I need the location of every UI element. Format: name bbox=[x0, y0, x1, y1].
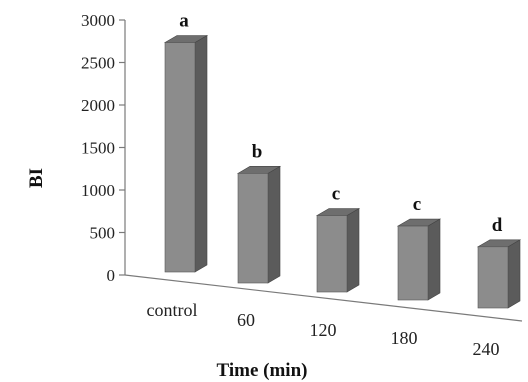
bar bbox=[236, 165, 282, 284]
significance-letter: c bbox=[332, 184, 340, 205]
category-label: control bbox=[147, 300, 198, 320]
x-axis-line bbox=[124, 274, 523, 322]
bar-front bbox=[237, 173, 269, 284]
bar-front bbox=[397, 225, 429, 301]
bars bbox=[163, 34, 522, 309]
bar-side bbox=[194, 34, 208, 273]
y-axis-title: BI bbox=[26, 168, 47, 188]
significance-letter: c bbox=[413, 194, 421, 215]
category-label: 180 bbox=[391, 328, 418, 348]
bar-front bbox=[477, 246, 509, 309]
bar-side bbox=[346, 207, 360, 293]
bar-front bbox=[316, 215, 348, 293]
significance-letter: d bbox=[492, 215, 503, 236]
bar bbox=[163, 34, 209, 273]
category-labels: control 60 120 180 240 bbox=[147, 300, 500, 359]
y-tick-labels: 0 500 1000 1500 2000 2500 3000 bbox=[81, 11, 125, 285]
y-tick-label: 1000 bbox=[81, 181, 115, 200]
y-tick-label: 2500 bbox=[81, 54, 115, 73]
significance-letter: b bbox=[252, 141, 263, 162]
y-tick-label: 0 bbox=[107, 266, 116, 285]
significance-labels: a b c c d bbox=[179, 11, 502, 236]
y-tick-label: 2000 bbox=[81, 96, 115, 115]
x-axis-title: Time (min) bbox=[217, 360, 308, 381]
bar-front bbox=[164, 42, 196, 273]
bar bbox=[396, 218, 442, 301]
significance-letter: a bbox=[179, 11, 189, 32]
y-tick-label: 3000 bbox=[81, 11, 115, 30]
bar bbox=[476, 239, 522, 309]
category-label: 120 bbox=[310, 320, 337, 340]
y-tick-label: 500 bbox=[90, 224, 116, 243]
category-label: 60 bbox=[237, 310, 255, 330]
bar-side bbox=[507, 239, 521, 309]
y-tick-label: 1500 bbox=[81, 139, 115, 158]
bar bbox=[315, 207, 361, 293]
category-label: 240 bbox=[473, 339, 500, 359]
bar-side bbox=[267, 165, 281, 284]
bar-side bbox=[427, 218, 441, 301]
